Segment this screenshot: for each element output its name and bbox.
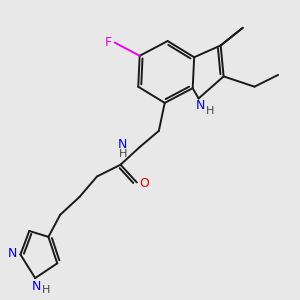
Text: H: H xyxy=(206,106,214,116)
Text: H: H xyxy=(119,149,127,159)
Text: N: N xyxy=(8,247,17,260)
Text: O: O xyxy=(139,177,149,190)
Text: N: N xyxy=(118,138,127,151)
Text: F: F xyxy=(105,36,112,49)
Text: N: N xyxy=(195,99,205,112)
Text: H: H xyxy=(42,285,50,296)
Text: N: N xyxy=(32,280,41,293)
